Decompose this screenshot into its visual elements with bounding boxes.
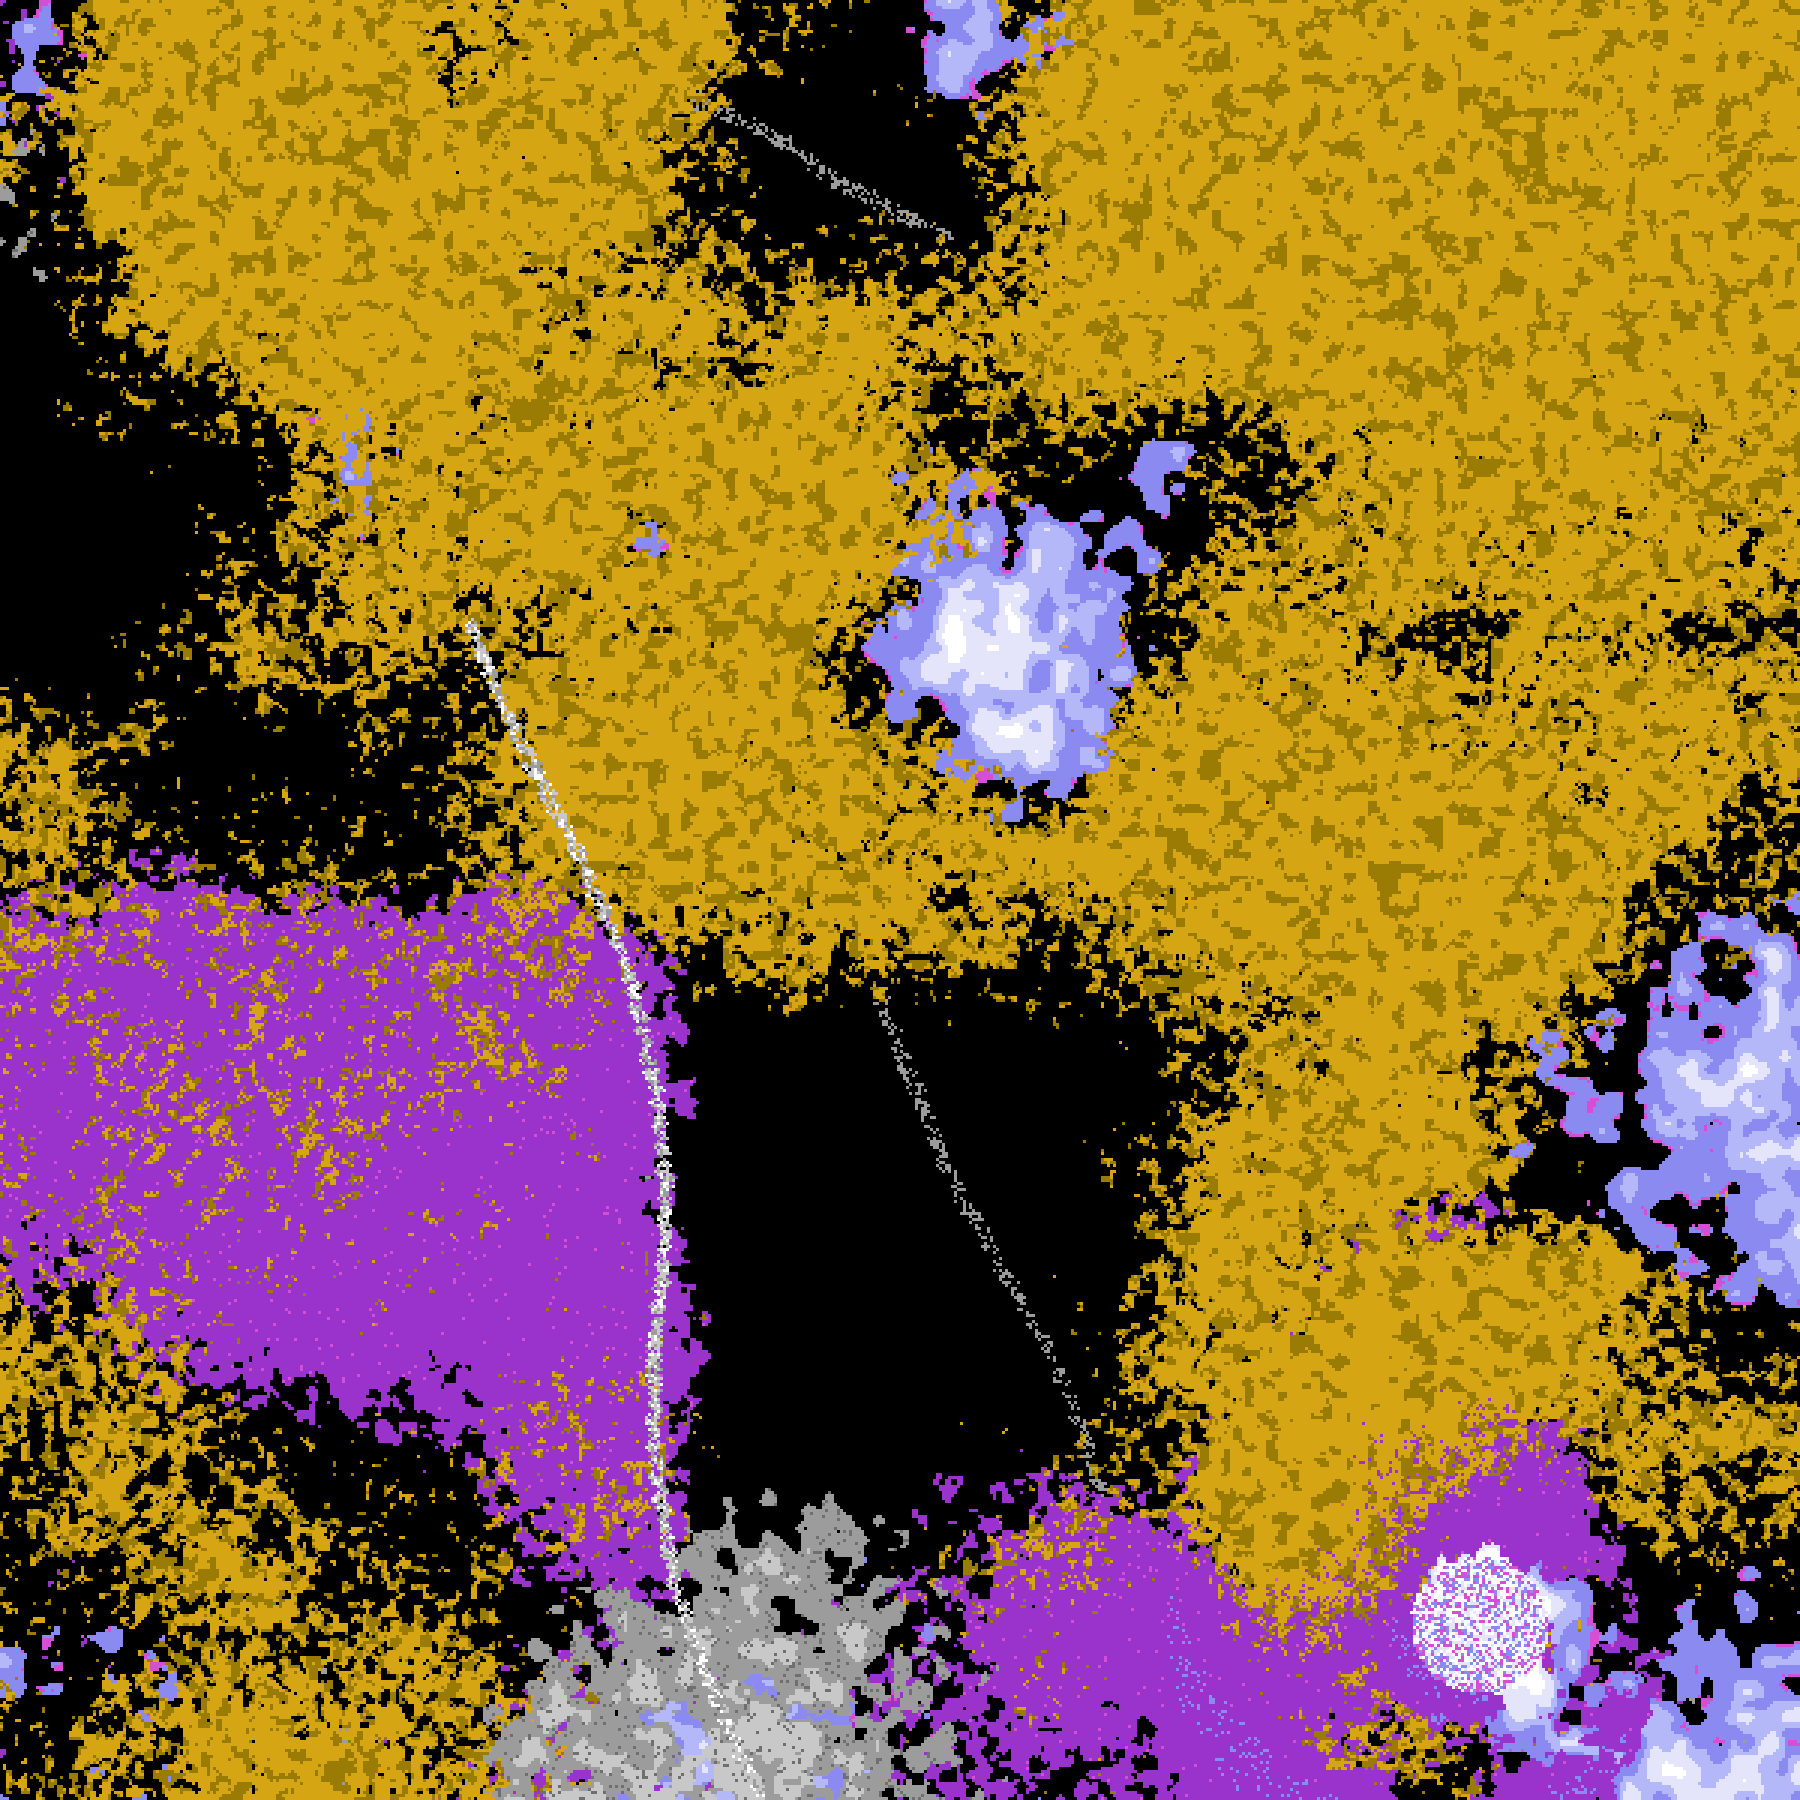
false-color-satellite-image: [0, 0, 1800, 1800]
satellite-image-viewport: [0, 0, 1800, 1800]
